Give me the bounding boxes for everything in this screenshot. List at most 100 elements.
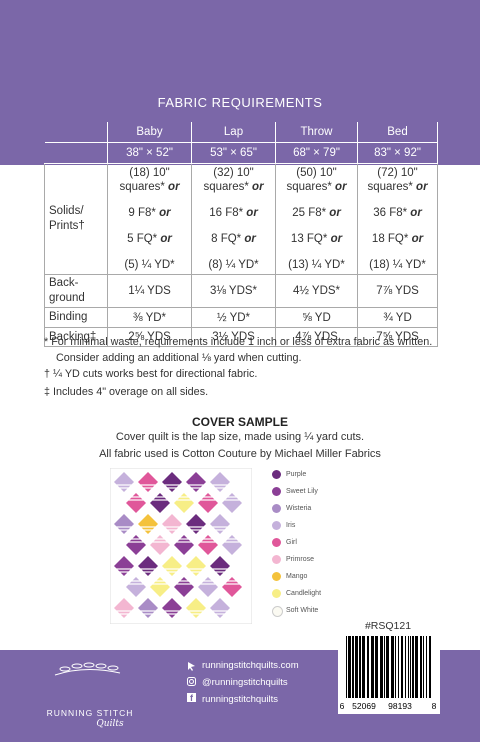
column-size: 83" × 92" (357, 142, 438, 164)
brand: RUNNING STITCH (46, 708, 134, 718)
legend-swatch (272, 487, 281, 496)
cell-text: (8) ¼ YD* (208, 259, 259, 271)
barcode-bar (429, 636, 431, 698)
quilt-block (138, 556, 158, 576)
barcode-bar (423, 636, 424, 698)
barcode-bar (395, 636, 396, 698)
barcode-bar (355, 636, 358, 698)
legend-label: Candlelight (286, 590, 322, 597)
barcode-bar (391, 636, 394, 698)
barcode-bar (384, 636, 385, 698)
cell-text: (32) 10" squares* (203, 167, 254, 193)
cell-line: (8) ¼ YD* (192, 256, 275, 274)
cell: 7⅞ YDS (357, 274, 438, 308)
cell-text: 18 FQ* (371, 233, 409, 245)
barcode-bar (398, 636, 399, 698)
cell-line: 8 FQ* or (192, 230, 275, 248)
cell: ⅜ YD* (107, 307, 192, 328)
quilt-block (126, 577, 146, 597)
barcode-bar (359, 636, 361, 698)
legend-swatch (272, 606, 283, 617)
quilt-block (114, 514, 134, 534)
quilt-image (110, 468, 252, 624)
legend-label: Primrose (286, 556, 315, 563)
brand-script: Quilts (96, 719, 124, 729)
column-name: Lap (191, 122, 276, 143)
quilt-block (126, 535, 146, 555)
row-label: Solids/ Prints† (44, 163, 108, 275)
cell-emphasis: or (252, 181, 264, 193)
legend-label: Wisteria (286, 505, 312, 512)
footer-icons: f (187, 662, 196, 703)
cell-line: 25 F8* or (276, 204, 357, 222)
table-row: Backing‡ 2⅝ YDS 3½ YDS 4⅞ YDS 7⅝ YDS (44, 327, 438, 347)
blank-cell (44, 142, 108, 164)
footer-link[interactable]: runningstitchquilts (202, 694, 279, 705)
cell: 3⅛ YDS* (191, 274, 276, 308)
cell-line: (72) 10" squares* or (358, 164, 437, 196)
quilt-block (162, 514, 182, 534)
quilt-block (126, 493, 146, 513)
title: FABRIC REQUIREMENTS (157, 95, 323, 110)
barcode-bar (375, 636, 378, 698)
cell-emphasis: or (329, 207, 341, 219)
note: * For minimal waste, requirements includ… (44, 336, 433, 364)
legend-swatch (272, 504, 281, 513)
barcode-bar (371, 636, 374, 698)
barcode-bar (380, 636, 383, 698)
cell-emphasis: or (335, 181, 347, 193)
quilt-block (138, 514, 158, 534)
barcode-digits: 98193 (388, 701, 412, 711)
cell-text: (18) ¼ YD* (369, 259, 426, 271)
quilt-block (222, 577, 242, 597)
cell: ⅝ YD (275, 307, 358, 328)
quilt-block (210, 598, 230, 618)
cell-emphasis: or (168, 181, 180, 193)
footer-link[interactable]: runningstitchquilts.com (202, 660, 299, 671)
cell-text: (72) 10" squares* (367, 167, 418, 193)
cell-line: 16 F8* or (192, 204, 275, 222)
barcode-bar (412, 636, 414, 698)
quilt-block (186, 472, 206, 492)
quilt-block (198, 577, 218, 597)
column-name: Throw (275, 122, 358, 143)
quilt-block (174, 493, 194, 513)
cell-text: (5) ¼ YD* (124, 259, 175, 271)
cell-emphasis: or (159, 207, 171, 219)
quilt-block (150, 535, 170, 555)
cell-text: (50) 10" squares* (286, 167, 337, 193)
quilt-block (210, 472, 230, 492)
cell: 4½ YDS* (275, 274, 358, 308)
cell-line: 36 F8* or (358, 204, 437, 222)
cell-line: (50) 10" squares* or (276, 164, 357, 196)
quilt-block (114, 556, 134, 576)
quilt-block (114, 598, 134, 618)
barcode-bar (346, 636, 347, 698)
cell-line: 13 FQ* or (276, 230, 357, 248)
cell-text: 9 F8* (128, 207, 156, 219)
legend-label: Sweet Lily (286, 488, 318, 495)
row-label: Binding (44, 307, 108, 328)
legend-label: Purple (286, 471, 307, 478)
quilt-block (222, 493, 242, 513)
footer-link[interactable]: @runningstitchquilts (202, 677, 288, 688)
cell: 3½ YDS (191, 327, 276, 347)
cell: 1¼ YDS (107, 274, 192, 308)
barcode-bar (367, 636, 369, 698)
cell-emphasis: or (411, 233, 424, 245)
barcode-bar (420, 636, 422, 698)
table-row: Solids/ Prints† (18) 10" squares* or 9 F8*… (44, 163, 438, 275)
cell-emphasis: or (160, 233, 172, 245)
quilt-block (138, 598, 158, 618)
cell-line: 18 FQ* or (358, 230, 437, 248)
barcode-bar (405, 636, 406, 698)
quilt-block (198, 493, 218, 513)
cell-line: (13) ¼ YD* (276, 256, 357, 274)
cell: ¾ YD (357, 307, 438, 328)
cover-title: COVER SAMPLE (191, 415, 288, 429)
cell-text: 36 F8* (373, 207, 408, 219)
cell-emphasis: or (246, 207, 258, 219)
barcode-bar (415, 636, 418, 698)
legend-swatch (272, 470, 281, 479)
